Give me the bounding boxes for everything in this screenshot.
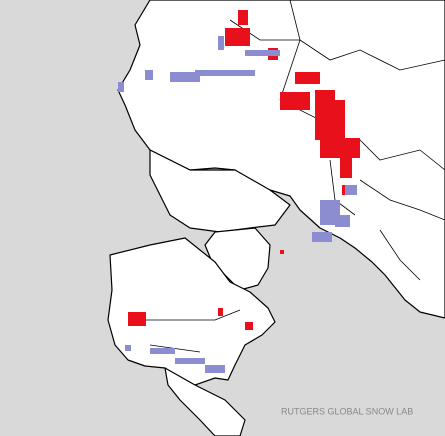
snow-cell bbox=[195, 70, 255, 76]
snow-cell bbox=[128, 312, 146, 326]
snow-cell bbox=[150, 348, 175, 354]
snow-lost-blue bbox=[118, 36, 357, 373]
snow-cell bbox=[280, 250, 284, 254]
snow-cell bbox=[345, 185, 357, 195]
snow-cell bbox=[205, 365, 225, 373]
snow-cell bbox=[280, 92, 310, 110]
snow-cell bbox=[335, 215, 350, 227]
snow-cell bbox=[175, 358, 205, 364]
snow-cell bbox=[170, 72, 200, 82]
snow-cell bbox=[315, 90, 335, 140]
snow-cell bbox=[225, 28, 250, 46]
snow-cell bbox=[118, 82, 124, 92]
greenland bbox=[204, 227, 271, 291]
snow-new-red bbox=[128, 10, 360, 330]
snow-cell bbox=[320, 138, 360, 158]
snow-cell bbox=[218, 36, 224, 50]
snow-cell bbox=[335, 100, 345, 140]
snow-cell bbox=[218, 308, 223, 316]
north-america bbox=[107, 237, 276, 386]
snow-cell bbox=[245, 50, 280, 56]
snow-cell bbox=[245, 322, 253, 330]
snow-cell bbox=[238, 10, 248, 25]
credit: RUTGERS GLOBAL SNOW LAB bbox=[281, 406, 413, 416]
snow-cell bbox=[312, 232, 332, 242]
snow-cell bbox=[340, 158, 352, 178]
snow-cell bbox=[145, 70, 153, 80]
snow-cell bbox=[125, 345, 131, 351]
snow-cell bbox=[295, 72, 320, 84]
central-america bbox=[164, 367, 246, 436]
